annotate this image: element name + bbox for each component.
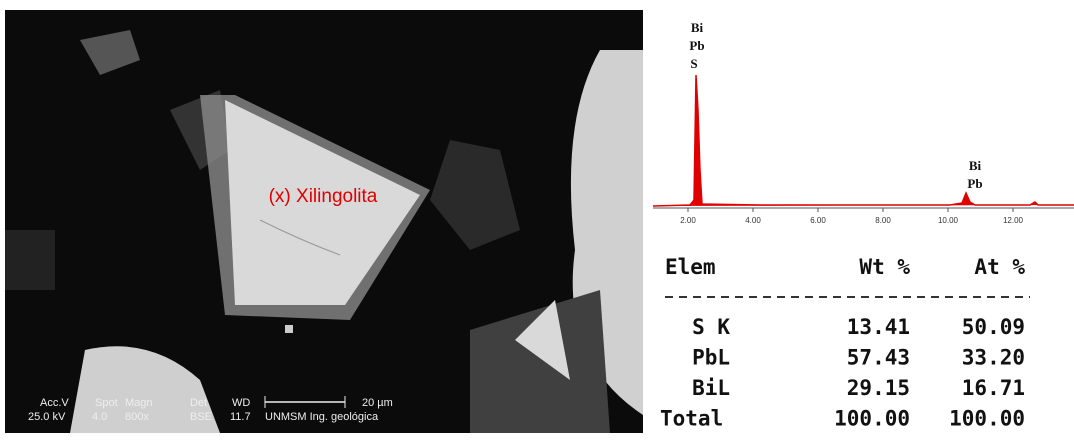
table-cell: 16.71 <box>962 376 1025 400</box>
table-cell: BiL <box>692 376 730 400</box>
info-header: Spot <box>95 397 118 409</box>
figure: (x) Xilingolita Acc.V Spot Magn Det WD 20 µm 2… <box>0 0 1074 437</box>
peak-label: Pb <box>967 176 982 191</box>
info-value: 11.7 <box>230 411 251 423</box>
table-cell: S K <box>692 315 730 339</box>
x-tick-label: 4.00 <box>745 216 761 225</box>
mineral-label: (x) Xilingolita <box>269 186 378 207</box>
table-cell: PbL <box>692 346 730 370</box>
info-header: 20 µm <box>362 397 393 409</box>
table-cell: Total <box>660 407 723 431</box>
info-header: WD <box>232 397 250 409</box>
peak-label: Bi <box>969 158 982 173</box>
peak-label: Bi <box>691 20 704 35</box>
table-header: At % <box>974 255 1025 279</box>
table-header: Elem <box>665 255 716 279</box>
x-tick-label: 10.00 <box>938 216 959 225</box>
info-value: 4.0 <box>92 411 107 423</box>
info-header: Det <box>190 397 207 409</box>
x-tick-label: 8.00 <box>875 216 891 225</box>
info-value: BSE <box>190 411 212 423</box>
info-value: 25.0 kV <box>28 411 66 423</box>
spectrum-curve <box>653 75 1074 206</box>
info-value: 800x <box>125 411 149 423</box>
table-cell: 57.43 <box>847 346 910 370</box>
table-cell: 29.15 <box>847 376 910 400</box>
x-tick-label: 2.00 <box>680 216 696 225</box>
table-cell: 100.00 <box>834 407 910 431</box>
table-header: Wt % <box>859 255 910 279</box>
table-cell: 50.09 <box>962 315 1025 339</box>
composition-table: Elem Wt % At % S K 13.41 50.09 PbL 57.43 33.20 Bi… <box>660 255 1030 431</box>
table-cell: 100.00 <box>949 407 1025 431</box>
info-header: Magn <box>125 397 153 409</box>
spectrum: 2.00 4.00 6.00 8.00 10.00 12.00 Bi Pb S Bi Pb <box>653 20 1074 225</box>
peak-label: S <box>690 56 697 71</box>
x-tick-label: 12.00 <box>1003 216 1024 225</box>
peak-label: Pb <box>689 38 704 53</box>
info-header: Acc.V <box>40 397 69 409</box>
micrograph: (x) Xilingolita Acc.V Spot Magn Det WD 20 µm 2… <box>5 10 643 433</box>
x-tick-label: 6.00 <box>810 216 826 225</box>
info-value: UNMSM Ing. geológica <box>265 411 379 423</box>
table-cell: 13.41 <box>847 315 910 339</box>
table-cell: 33.20 <box>962 346 1025 370</box>
